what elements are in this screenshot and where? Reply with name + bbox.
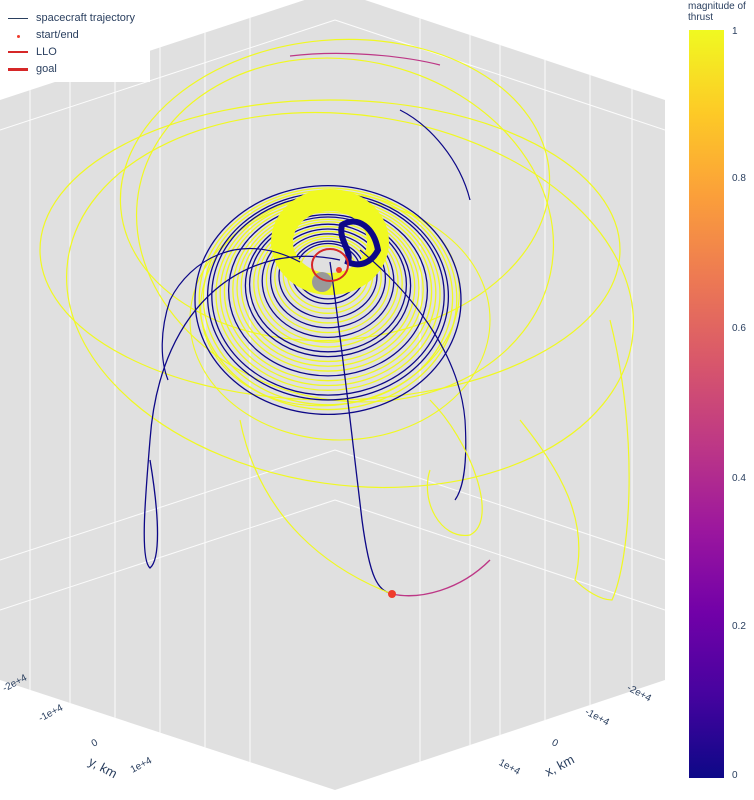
trajectory-transfer-arc [161,247,301,381]
trajectory-outer-orbit [66,111,634,489]
colorbar-tick: 0 [732,770,738,781]
legend-dot-swatch [8,29,28,41]
trajectory-coast-patch [338,218,382,268]
colorbar-title: magnitude of thrust [688,1,746,23]
trajectory-tail [519,319,630,601]
legend: spacecraft trajectory start/end LLO goal [0,0,150,82]
trajectory-spiral-loop [269,228,387,329]
trajectory-outer-orbit [135,57,555,403]
trajectory-transfer-arc [143,255,341,569]
trajectory-tail [239,419,393,595]
colorbar-tick: 0.6 [732,323,746,334]
legend-label: start/end [36,29,79,41]
legend-label: spacecraft trajectory [36,12,136,24]
trajectory-transfer-arc [359,249,467,501]
colorbar-tick: 0.2 [732,621,746,632]
trajectory-spiral-loop [257,221,399,343]
start-marker[interactable] [336,267,342,273]
scene-gridlines [0,0,665,800]
trajectory-spiral-loop [265,225,391,334]
llo-orbit-line [311,248,349,282]
legend-item-spacecraft-trajectory[interactable]: spacecraft trajectory [8,10,135,26]
colorbar-tick: 0.8 [732,173,746,184]
trajectory-tail [426,399,483,536]
colorbar-tick: 1 [732,26,738,37]
legend-item-start-end[interactable]: start/end [8,27,79,43]
legend-label: LLO [36,46,57,58]
legend-label: goal [36,63,57,75]
trajectory-spiral-loop [198,187,458,411]
trajectory-spiral-loop [274,230,382,324]
legend-item-llo[interactable]: LLO [8,44,57,60]
trajectory-transfer-arc [329,261,393,595]
trajectory-spiral-loop [194,184,462,416]
trajectory-spiral-loop [240,211,416,363]
end-marker[interactable] [388,590,396,598]
colorbar-tick: 0.4 [732,473,746,484]
legend-item-goal[interactable]: goal [8,61,57,77]
trajectory-spiral-loop [278,233,378,319]
trajectory-thrust-arc [289,52,441,66]
trajectory-spiral-loop [244,213,412,358]
trajectory-spiral-loop [253,218,403,348]
legend-line-swatch [8,17,28,19]
legend-line-swatch [8,51,28,53]
trajectory-spiral-loop [248,216,408,353]
legend-line-swatch [8,67,28,71]
trajectory-transfer-arc [399,109,471,201]
colorbar [689,30,724,778]
trajectory-thrust-arc [391,559,491,597]
